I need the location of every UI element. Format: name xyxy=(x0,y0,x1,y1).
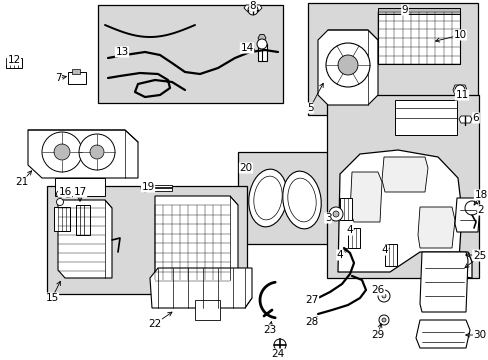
Circle shape xyxy=(328,207,342,221)
Text: 16: 16 xyxy=(58,187,71,197)
Bar xyxy=(55,178,105,196)
Polygon shape xyxy=(244,5,262,12)
Text: 4: 4 xyxy=(336,250,343,260)
Text: 5: 5 xyxy=(306,103,313,113)
Bar xyxy=(377,12,459,64)
Polygon shape xyxy=(58,200,112,278)
Polygon shape xyxy=(419,252,467,312)
Polygon shape xyxy=(317,30,377,105)
Bar xyxy=(307,3,477,115)
Circle shape xyxy=(57,190,63,198)
Polygon shape xyxy=(349,172,381,222)
Text: 7: 7 xyxy=(55,73,61,83)
Ellipse shape xyxy=(253,176,282,220)
Circle shape xyxy=(378,315,388,325)
Text: 22: 22 xyxy=(148,319,162,329)
Text: 29: 29 xyxy=(370,330,384,340)
Bar xyxy=(47,186,246,294)
Bar xyxy=(238,152,333,244)
Text: 17: 17 xyxy=(73,187,86,197)
Text: 15: 15 xyxy=(45,293,59,303)
Circle shape xyxy=(54,144,70,160)
Circle shape xyxy=(42,132,82,172)
Polygon shape xyxy=(417,207,454,248)
Bar xyxy=(54,207,70,231)
Polygon shape xyxy=(458,116,471,123)
Bar xyxy=(195,300,220,320)
Text: 6: 6 xyxy=(472,113,478,123)
Text: 18: 18 xyxy=(473,190,487,200)
Bar xyxy=(377,8,459,14)
Polygon shape xyxy=(258,35,265,41)
Text: 25: 25 xyxy=(472,251,486,261)
Text: 10: 10 xyxy=(452,30,466,40)
Circle shape xyxy=(454,85,464,95)
Text: 1: 1 xyxy=(472,250,478,260)
Circle shape xyxy=(337,55,357,75)
Text: 13: 13 xyxy=(115,47,128,57)
Circle shape xyxy=(325,43,369,87)
Circle shape xyxy=(464,201,478,215)
Text: 8: 8 xyxy=(249,1,256,11)
Text: 4: 4 xyxy=(381,245,387,255)
Text: 20: 20 xyxy=(239,163,252,173)
Text: 26: 26 xyxy=(370,285,384,295)
Bar xyxy=(394,100,456,135)
Text: 2: 2 xyxy=(477,205,483,215)
Polygon shape xyxy=(155,196,238,280)
Circle shape xyxy=(257,39,266,49)
Circle shape xyxy=(64,190,71,198)
Text: 30: 30 xyxy=(472,330,486,340)
Polygon shape xyxy=(415,320,469,348)
Bar xyxy=(150,185,172,191)
Polygon shape xyxy=(454,198,479,232)
Polygon shape xyxy=(381,157,427,192)
Circle shape xyxy=(57,198,63,206)
Text: 28: 28 xyxy=(305,317,318,327)
Polygon shape xyxy=(337,150,471,278)
Circle shape xyxy=(381,294,385,298)
Text: 24: 24 xyxy=(271,349,284,359)
Bar xyxy=(347,228,359,248)
Circle shape xyxy=(141,184,149,192)
Polygon shape xyxy=(28,130,138,178)
Bar xyxy=(72,69,80,74)
Text: 19: 19 xyxy=(141,182,154,192)
Bar xyxy=(76,205,90,235)
Text: 11: 11 xyxy=(454,90,468,100)
Polygon shape xyxy=(150,268,251,308)
Bar xyxy=(258,44,266,61)
Bar xyxy=(339,198,351,220)
Circle shape xyxy=(90,145,104,159)
Text: 27: 27 xyxy=(305,295,318,305)
Text: 4: 4 xyxy=(346,225,353,235)
Ellipse shape xyxy=(248,169,286,227)
Polygon shape xyxy=(452,85,466,95)
Bar xyxy=(98,5,283,103)
Text: 23: 23 xyxy=(263,325,276,335)
Circle shape xyxy=(332,211,338,217)
Ellipse shape xyxy=(282,171,321,229)
Circle shape xyxy=(381,318,385,322)
Circle shape xyxy=(79,134,115,170)
Bar xyxy=(326,95,478,278)
Polygon shape xyxy=(6,58,22,68)
Bar xyxy=(68,72,86,84)
Bar xyxy=(384,244,396,266)
Circle shape xyxy=(247,5,258,15)
Circle shape xyxy=(377,290,389,302)
Text: 14: 14 xyxy=(240,43,253,53)
Text: 21: 21 xyxy=(15,177,29,187)
Text: 9: 9 xyxy=(401,5,407,15)
Text: 12: 12 xyxy=(7,55,20,65)
Circle shape xyxy=(273,339,285,351)
Text: 3: 3 xyxy=(324,213,331,223)
Ellipse shape xyxy=(287,178,316,222)
